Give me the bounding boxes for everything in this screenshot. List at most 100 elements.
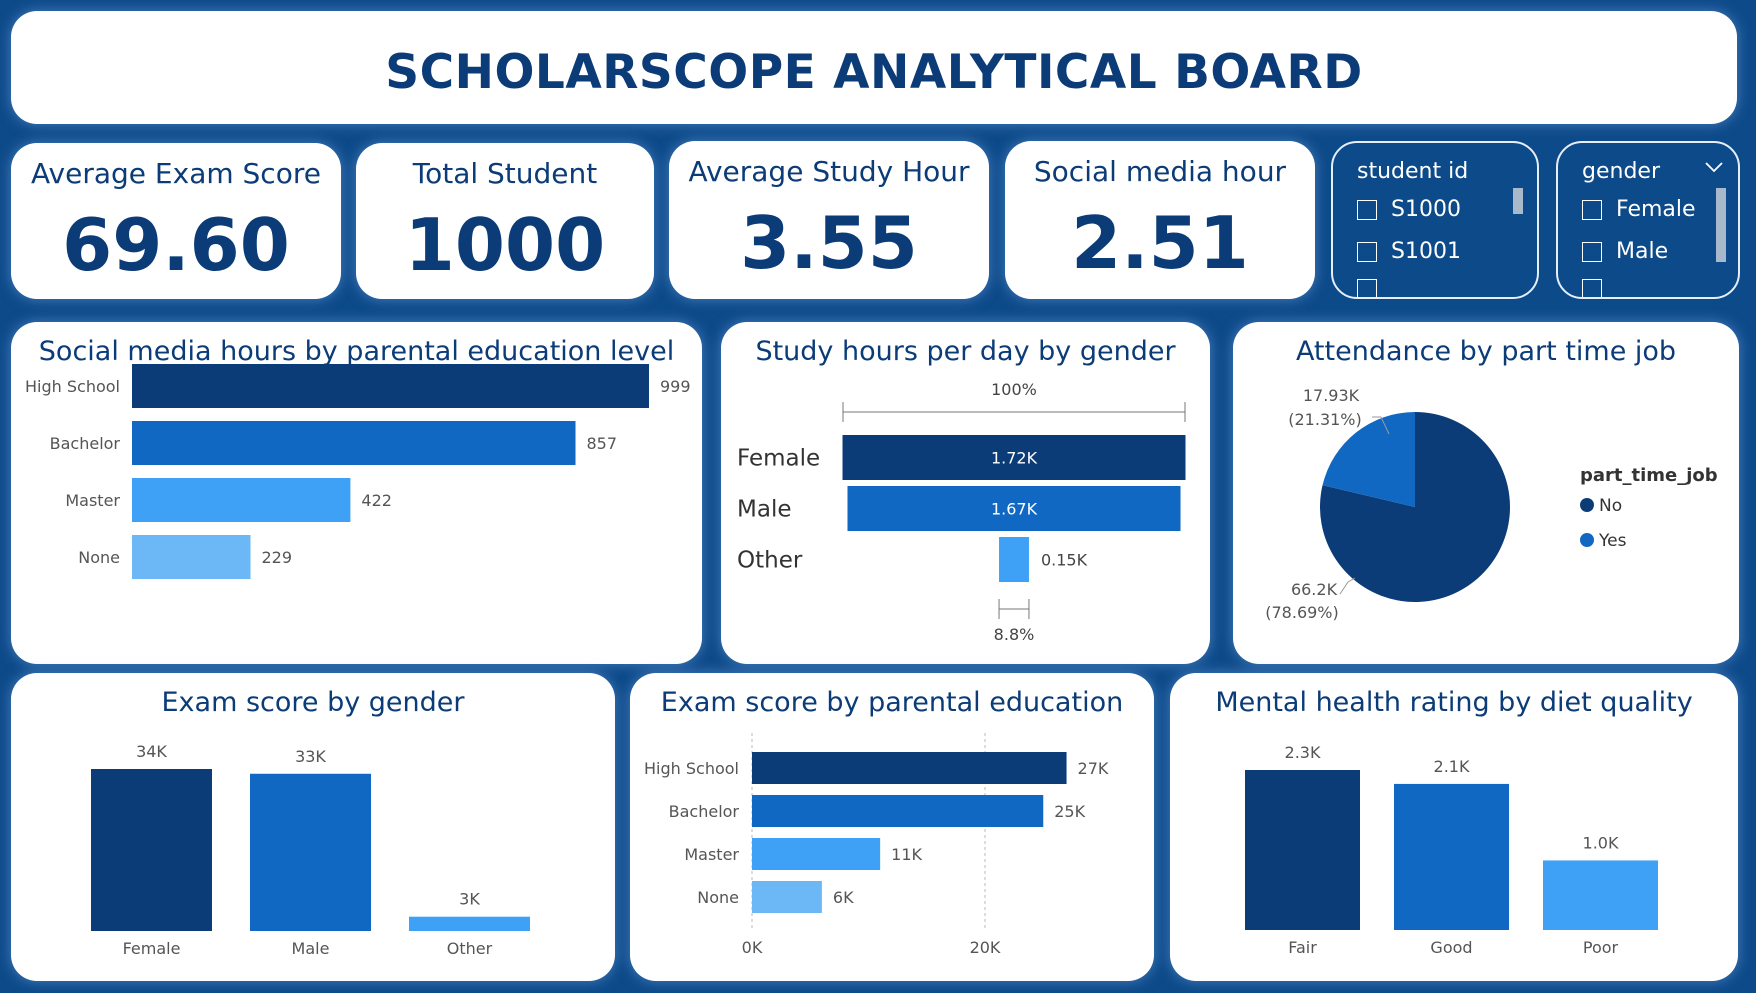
chart-card-study-hours-by-gender: Study hours per day by gender 100% Female… <box>721 322 1210 664</box>
checkbox[interactable] <box>1582 241 1602 262</box>
data-label: 27K <box>1078 759 1109 778</box>
bar <box>91 769 212 931</box>
data-label: 3K <box>459 890 480 909</box>
chart-mental-health-by-diet: 2.3K Fair 2.1K Good 1.0K Poor <box>1245 743 1658 957</box>
chart-title: Social media hours by parental education… <box>38 336 675 367</box>
pie-slice <box>1322 412 1415 507</box>
kpi-value: 69.60 <box>62 203 290 287</box>
kpi-card-total-student: Total Student 1000 <box>356 143 654 299</box>
bar <box>409 916 530 931</box>
legend-marker <box>1580 533 1594 547</box>
slicer-option[interactable]: Male <box>1582 239 1668 264</box>
category-label: Master <box>65 491 120 510</box>
data-label: 857 <box>587 434 618 453</box>
checkbox[interactable] <box>1357 199 1377 220</box>
bar <box>752 795 1044 827</box>
category-label: Bachelor <box>669 802 740 821</box>
kpi-label: Average Exam Score <box>31 157 321 190</box>
data-label: 66.2K <box>1291 580 1338 599</box>
legend-label: No <box>1599 496 1622 516</box>
slicer-option[interactable]: Female <box>1582 197 1696 222</box>
data-label: 17.93K <box>1303 386 1360 405</box>
category-label: Bachelor <box>50 434 121 453</box>
bar <box>1394 783 1509 930</box>
kpi-label: Total Student <box>412 157 598 190</box>
category-label: Poor <box>1583 938 1619 957</box>
slicer-option-partial <box>1357 279 1391 297</box>
legend-label: Yes <box>1598 531 1627 551</box>
data-label: 0.15K <box>1041 551 1088 570</box>
percent-label: (78.69%) <box>1265 603 1339 622</box>
bar <box>752 881 822 913</box>
data-label: 2.3K <box>1285 743 1321 762</box>
legend-marker <box>1580 498 1594 512</box>
chart-study-hours-by-gender: 100% Female 1.72K Male 1.67K Other 0.15K 8.8% <box>737 380 1186 644</box>
kpi-value: 1000 <box>404 203 606 287</box>
header-card: SCHOLARSCOPE ANALYTICAL BOARD <box>11 11 1737 124</box>
kpi-label: Social media hour <box>1033 155 1287 188</box>
chart-exam-score-by-gender: 34K Female 33K Male 3K Other <box>91 742 530 958</box>
kpi-label: Average Study Hour <box>688 155 970 188</box>
funnel-top-label: 100% <box>991 380 1037 399</box>
kpi-card-avg-exam-score: Average Exam Score 69.60 <box>11 143 341 299</box>
data-label: 1.0K <box>1583 833 1619 852</box>
slicer-option[interactable]: S1001 <box>1357 239 1461 264</box>
page-title: SCHOLARSCOPE ANALYTICAL BOARD <box>385 45 1363 100</box>
bar <box>132 535 251 579</box>
bar <box>132 478 351 522</box>
data-label: 999 <box>660 377 691 396</box>
kpi-value: 3.55 <box>740 201 918 285</box>
chart-title: Attendance by part time job <box>1295 336 1677 367</box>
data-label: 1.67K <box>991 500 1038 519</box>
kpi-card-social-media-hour: Social media hour 2.51 <box>1005 141 1315 299</box>
category-label: Female <box>123 939 181 958</box>
category-label: None <box>697 888 739 907</box>
chart-exam-score-by-education: 0K 20K High School 27K Bachelor 25K Master 11K N… <box>644 733 1109 957</box>
bar <box>132 364 649 408</box>
bar <box>1543 860 1658 930</box>
checkbox <box>1582 279 1602 297</box>
chart-title: Exam score by parental education <box>660 687 1124 718</box>
category-label: Female <box>737 446 820 472</box>
bar <box>752 752 1067 784</box>
bar <box>250 773 371 931</box>
kpi-card-avg-study-hour: Average Study Hour 3.55 <box>669 141 989 299</box>
data-label: 1.72K <box>991 449 1038 468</box>
category-label: Master <box>684 845 739 864</box>
bar <box>752 838 881 870</box>
data-label: 25K <box>1054 802 1085 821</box>
category-label: Other <box>447 939 493 958</box>
slicer-title: gender <box>1582 159 1660 184</box>
category-label: Fair <box>1288 938 1317 957</box>
kpi-value: 2.51 <box>1071 201 1249 285</box>
slicer-student-id[interactable]: student id S1000 S1001 <box>1331 141 1539 299</box>
bar <box>1245 770 1360 930</box>
chart-title: Study hours per day by gender <box>755 336 1176 367</box>
scrollbar-thumb[interactable] <box>1513 188 1523 214</box>
slicer-option-label: Female <box>1616 197 1696 222</box>
data-label: 34K <box>136 742 167 761</box>
slicer-option[interactable]: S1000 <box>1357 197 1461 222</box>
category-label: Male <box>737 497 791 523</box>
data-label: 2.1K <box>1434 757 1470 776</box>
chart-card-exam-score-by-gender: Exam score by gender 34K Female 33K Male 3K O… <box>11 673 615 981</box>
data-label: 33K <box>295 747 326 766</box>
category-label: Male <box>292 939 330 958</box>
scrollbar-thumb[interactable] <box>1716 188 1726 262</box>
data-label: 6K <box>833 888 854 907</box>
bar <box>132 421 576 465</box>
chart-attendance-by-part-time-job: 17.93K (21.31%) 66.2K (78.69%) part_time_job… <box>1265 386 1718 622</box>
leader-line <box>1372 416 1390 435</box>
chart-title: Exam score by gender <box>161 687 465 718</box>
checkbox[interactable] <box>1582 199 1602 220</box>
slicer-title: student id <box>1357 159 1469 184</box>
funnel-bar <box>999 537 1029 582</box>
category-label: Good <box>1430 938 1472 957</box>
chevron-down-icon[interactable] <box>1704 161 1724 173</box>
funnel-bottom-label: 8.8% <box>994 625 1035 644</box>
slicer-option-label: S1001 <box>1391 239 1461 264</box>
slicer-gender[interactable]: gender Female Male <box>1556 141 1740 299</box>
data-label: 229 <box>262 548 293 567</box>
slicer-option-label: S1000 <box>1391 197 1461 222</box>
checkbox[interactable] <box>1357 241 1377 262</box>
